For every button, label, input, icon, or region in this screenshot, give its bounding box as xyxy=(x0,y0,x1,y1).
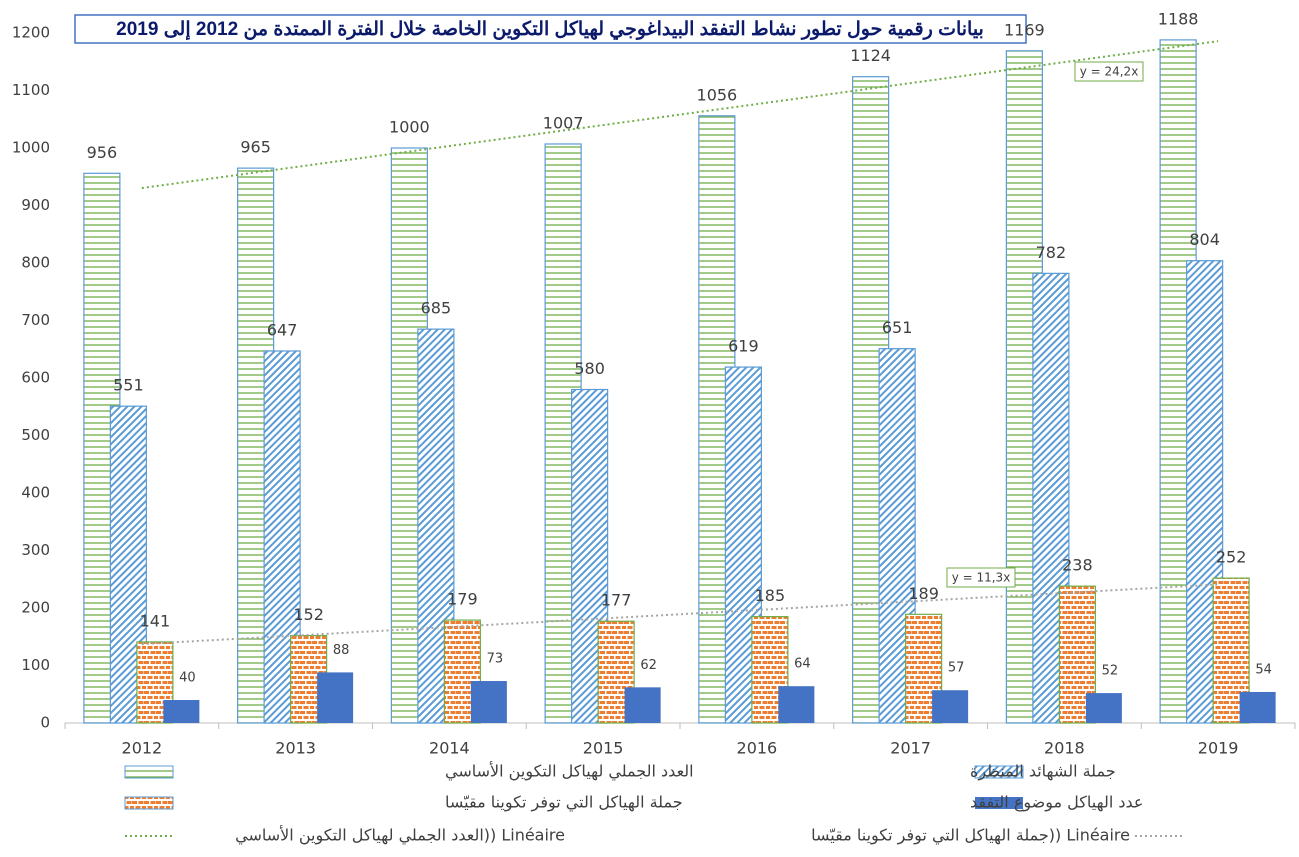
value-label: 804 xyxy=(1189,230,1220,249)
y-tick-label: 1200 xyxy=(12,24,50,42)
value-label: 179 xyxy=(447,590,478,609)
legend-swatch xyxy=(974,765,1024,779)
legend-label: جملة الهياكل التي توفر تكوينا مقيّسا xyxy=(445,793,683,813)
bar xyxy=(1085,693,1122,723)
trendline xyxy=(141,40,1219,190)
value-label: 62 xyxy=(640,658,657,673)
y-tick-label: 400 xyxy=(21,484,50,502)
y-tick-label: 100 xyxy=(21,656,50,674)
bar xyxy=(163,700,200,723)
value-label: 651 xyxy=(882,318,913,337)
legend-label: جملة الهياكل التي توفر تكوينا مقيّسا)) L… xyxy=(811,826,1130,846)
y-tick-label: 900 xyxy=(21,196,50,214)
equation-box xyxy=(1074,61,1144,82)
value-label: 141 xyxy=(140,611,171,630)
x-tick-label: 2016 xyxy=(737,739,778,758)
value-label: 88 xyxy=(333,643,350,658)
value-label: 54 xyxy=(1255,662,1272,677)
value-label: 1124 xyxy=(850,46,891,65)
x-tick-label: 2014 xyxy=(429,739,470,758)
value-label: 1000 xyxy=(389,118,430,137)
equation-label: y = 24,2x xyxy=(1080,65,1139,79)
legend-label: جملة الشهائد المنظرة xyxy=(970,762,1116,782)
equation-box xyxy=(946,567,1016,588)
y-tick-label: 700 xyxy=(21,311,50,329)
bar xyxy=(136,641,174,724)
value-label: 647 xyxy=(267,320,298,339)
y-tick-label: 600 xyxy=(21,369,50,387)
value-label: 1169 xyxy=(1004,20,1045,39)
x-tick-label: 2015 xyxy=(583,739,624,758)
y-tick-label: 300 xyxy=(21,541,50,559)
equation-label: y = 11,3x xyxy=(952,571,1011,585)
value-label: 551 xyxy=(113,376,144,395)
x-tick-label: 2019 xyxy=(1198,739,1239,758)
bar xyxy=(905,613,943,724)
value-label: 1188 xyxy=(1158,9,1199,28)
x-tick-label: 2017 xyxy=(890,739,931,758)
value-label: 40 xyxy=(179,671,196,686)
y-tick-label: 200 xyxy=(21,599,50,617)
y-tick-label: 0 xyxy=(40,714,50,732)
value-label: 57 xyxy=(948,661,965,676)
bar xyxy=(778,686,815,723)
y-tick-label: 500 xyxy=(21,426,50,444)
y-tick-label: 800 xyxy=(21,254,50,272)
value-label: 965 xyxy=(240,138,271,157)
bar xyxy=(317,672,354,723)
value-label: 685 xyxy=(421,299,452,318)
chart-title: بيانات رقمية حول تطور نشاط التفقد البيدا… xyxy=(116,19,984,41)
legend-label: العدد الجملي لهياكل التكوين الأساسي xyxy=(445,761,694,782)
value-label: 1007 xyxy=(543,113,584,132)
value-label: 1056 xyxy=(697,85,738,104)
legend-swatch xyxy=(975,797,1023,809)
legend-label: العدد الجملي لهياكل التكوين الأساسي)) Li… xyxy=(235,825,565,846)
bar xyxy=(624,687,661,723)
title-box xyxy=(74,14,1027,44)
value-label: 238 xyxy=(1062,556,1093,575)
bar xyxy=(932,690,969,723)
value-label: 64 xyxy=(794,657,811,672)
value-label: 152 xyxy=(293,605,324,624)
value-label: 956 xyxy=(87,143,118,162)
legend-swatch xyxy=(124,796,174,810)
bar xyxy=(1239,691,1276,723)
y-tick-label: 1100 xyxy=(12,81,50,99)
value-label: 782 xyxy=(1036,243,1067,262)
value-label: 177 xyxy=(601,591,632,610)
x-tick-label: 2018 xyxy=(1044,739,1085,758)
x-tick-label: 2013 xyxy=(275,739,316,758)
value-label: 619 xyxy=(728,337,759,356)
value-label: 185 xyxy=(755,586,786,605)
legend-label: عدد الهياكل موضوع التفقد xyxy=(970,793,1143,813)
legend-swatch xyxy=(124,765,174,779)
y-tick-label: 1000 xyxy=(12,139,50,157)
value-label: 580 xyxy=(574,359,605,378)
bar xyxy=(470,681,507,723)
value-label: 189 xyxy=(908,584,939,603)
x-tick-label: 2012 xyxy=(122,739,163,758)
value-label: 252 xyxy=(1216,548,1247,567)
value-label: 52 xyxy=(1102,664,1119,679)
value-label: 73 xyxy=(487,652,504,667)
